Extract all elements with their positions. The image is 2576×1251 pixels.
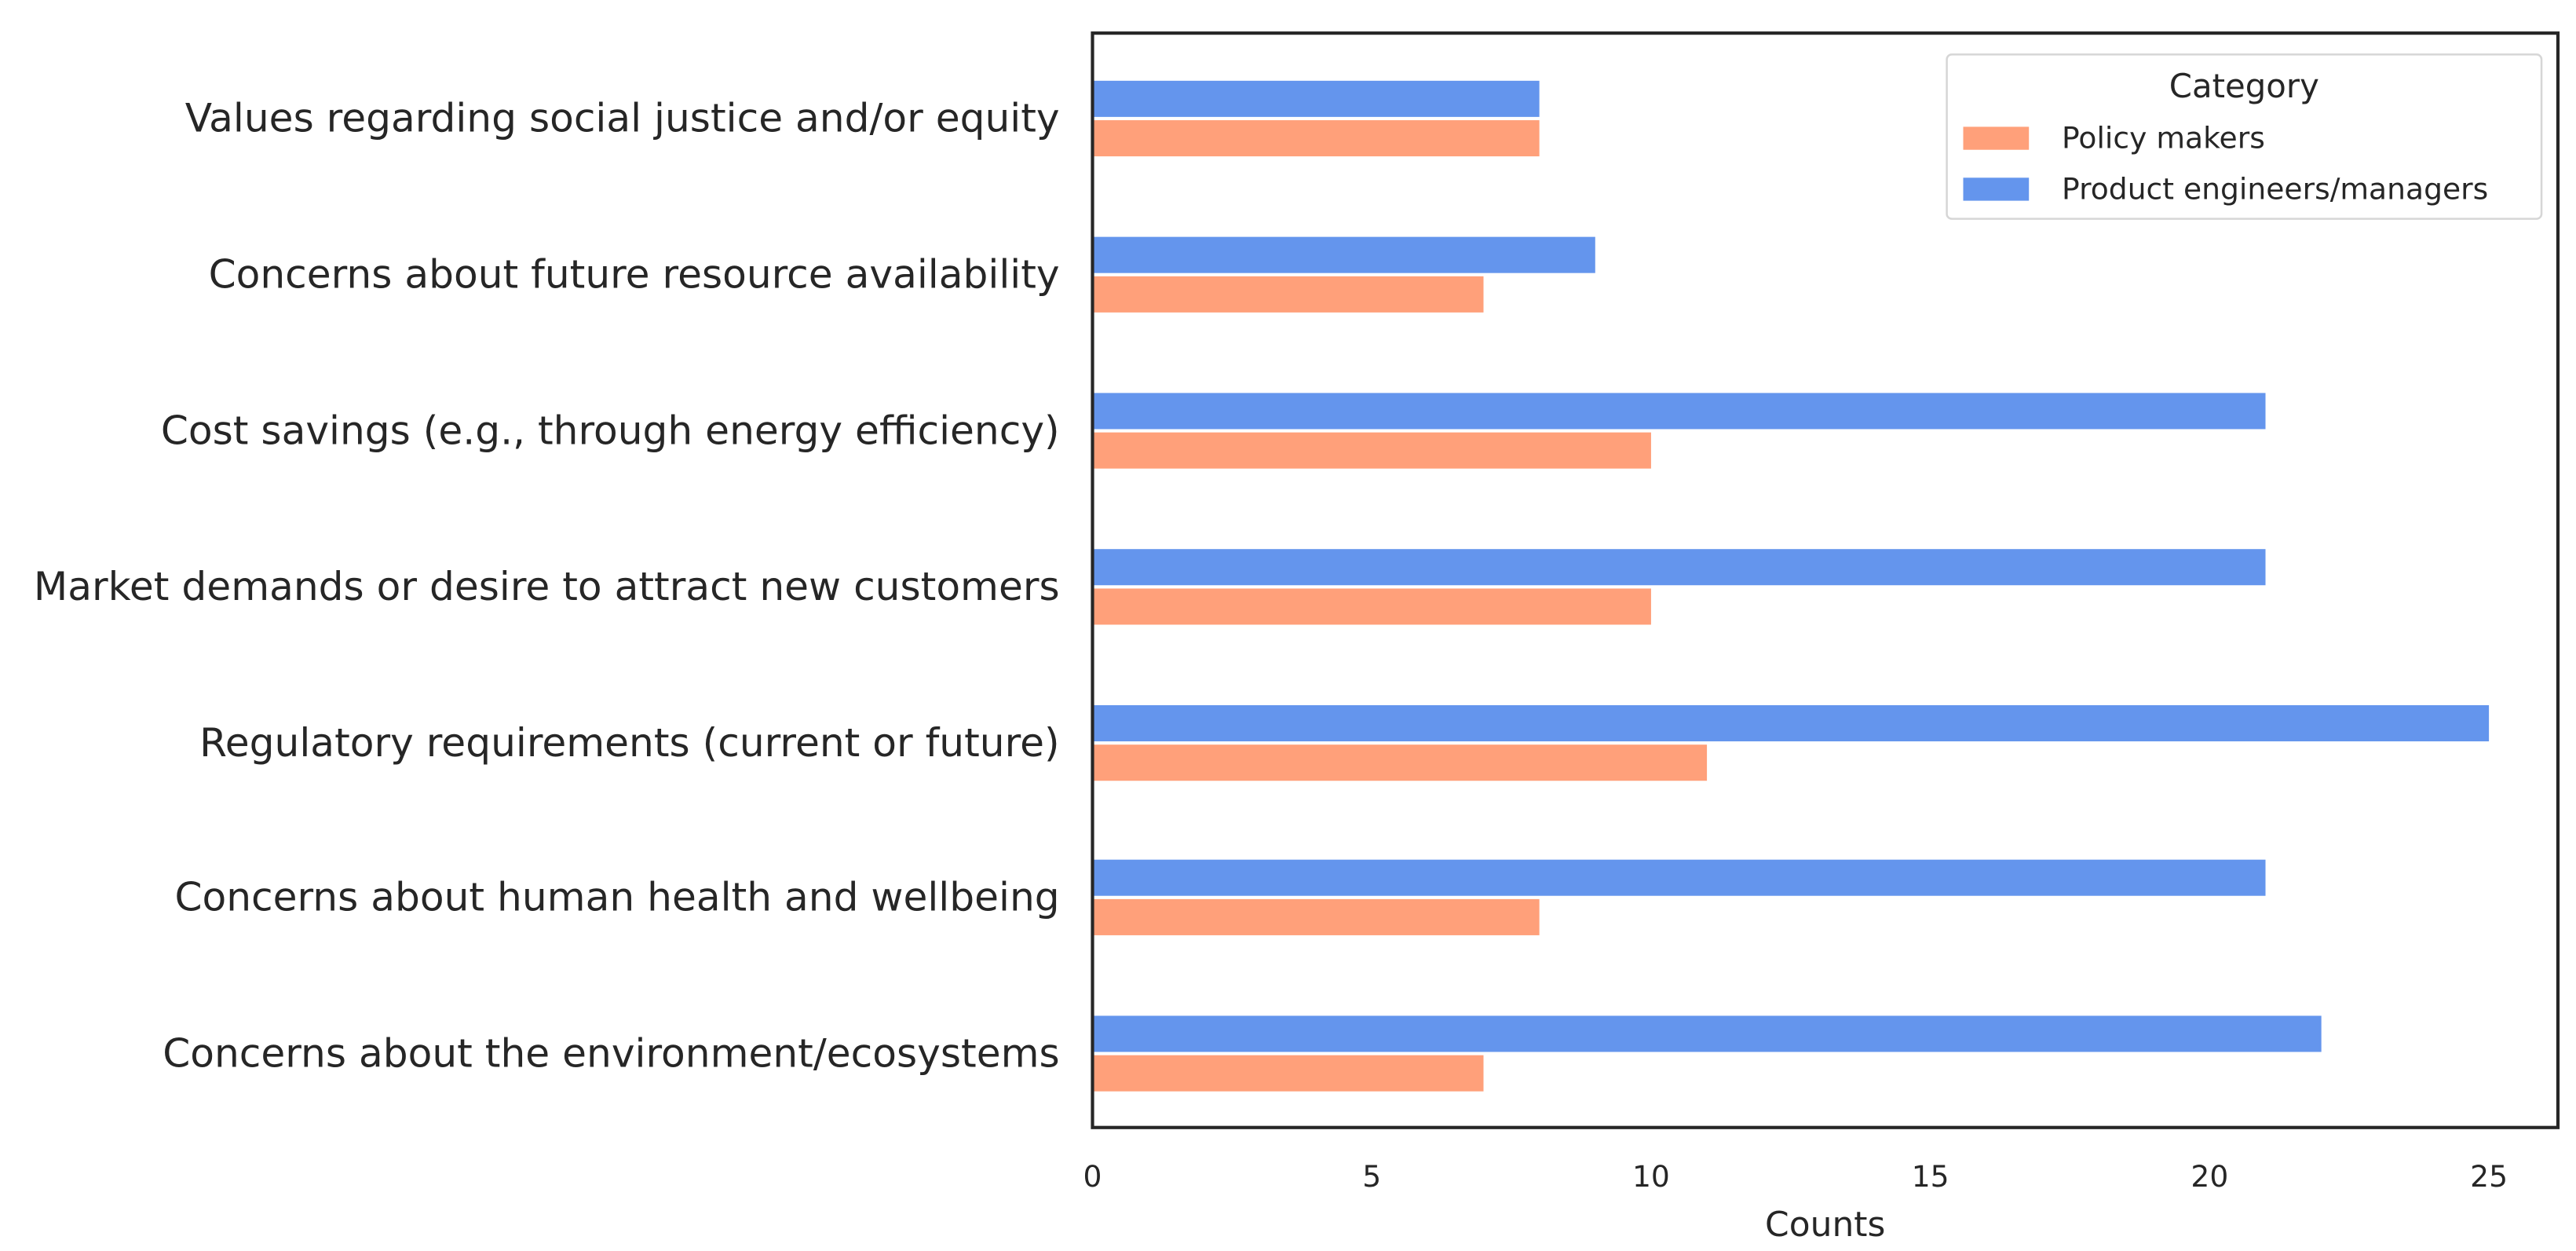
category-label: Concerns about the environment/ecosystem… (163, 1030, 1059, 1076)
axes-frame (1091, 31, 2560, 1129)
bar-product-engineers (1092, 1015, 2322, 1052)
category-labels: Values regarding social justice and/or e… (34, 95, 1060, 1077)
legend: Category Policy makers Product engineers… (1946, 53, 2543, 220)
legend-title: Category (2169, 67, 2319, 105)
legend-label-policy-makers: Policy makers (2062, 121, 2265, 155)
x-axis-label: Counts (1765, 1205, 1885, 1245)
bar-policy-makers (1092, 588, 1651, 625)
x-tick-label: 25 (2470, 1159, 2508, 1194)
category-label: Values regarding social justice and/or e… (185, 95, 1060, 141)
x-tick-label: 20 (2191, 1159, 2228, 1194)
x-tick-label: 5 (1362, 1159, 1381, 1194)
bar-policy-makers (1092, 432, 1651, 469)
legend-swatch-policy-makers (1963, 126, 2030, 150)
bar-product-engineers (1092, 393, 2266, 430)
bar-product-engineers (1092, 236, 1595, 273)
legend-label-product-engineers: Product engineers/managers (2062, 172, 2488, 207)
bars-group (1092, 80, 2490, 1092)
category-label: Market demands or desire to attract new … (34, 563, 1060, 609)
bar-policy-makers (1092, 744, 1708, 781)
legend-swatch-product-engineers (1963, 177, 2030, 201)
x-tick-label: 10 (1632, 1159, 1670, 1194)
category-label: Concerns about human health and wellbein… (174, 874, 1059, 920)
bar-policy-makers (1092, 120, 1540, 157)
x-ticks: 0 5 10 15 20 25 (1083, 1159, 2508, 1194)
category-label: Regulatory requirements (current or futu… (199, 719, 1059, 766)
bar-product-engineers (1092, 549, 2266, 586)
legend-box (1946, 53, 2543, 220)
bar-policy-makers (1092, 1055, 1484, 1092)
category-label: Cost savings (e.g., through energy effic… (161, 407, 1060, 453)
bar-policy-makers (1092, 276, 1484, 313)
bar-product-engineers (1092, 704, 2490, 742)
x-tick-label: 0 (1083, 1159, 1102, 1194)
x-tick-label: 15 (1912, 1159, 1949, 1194)
bar-policy-makers (1092, 898, 1540, 935)
category-label: Concerns about future resource availabil… (209, 251, 1060, 297)
bar-product-engineers (1092, 859, 2266, 896)
bar-product-engineers (1092, 80, 1540, 117)
